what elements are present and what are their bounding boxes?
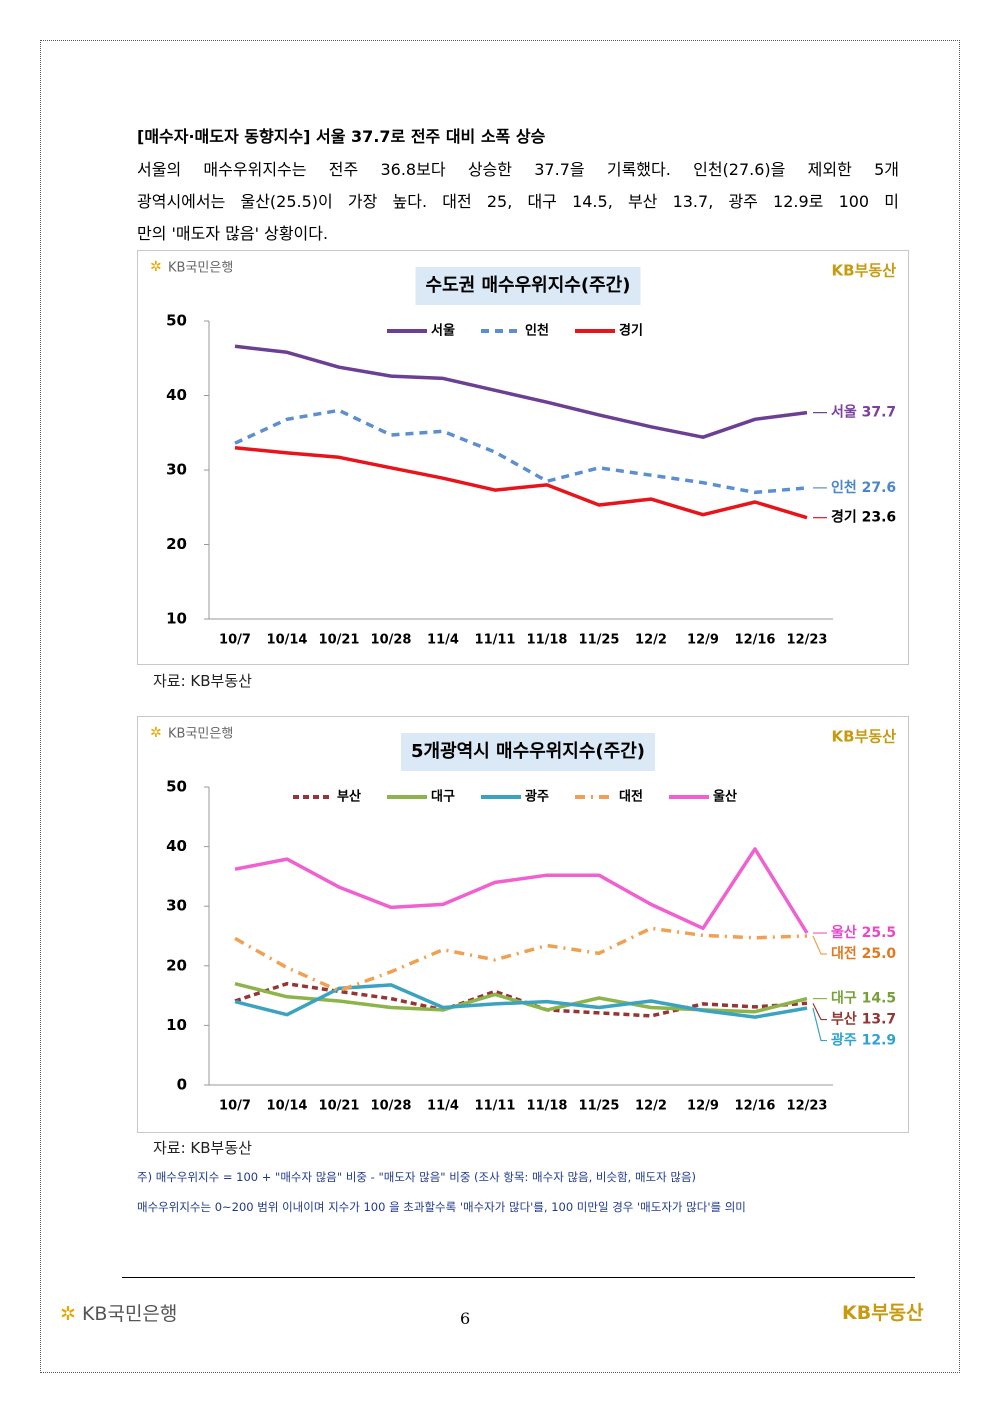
paragraph-line: 광역시에서는 울산(25.5)이 가장 높다. 대전 25, 대구 14.5, … — [137, 192, 899, 211]
chart-logo: KB부동산 — [832, 262, 897, 280]
footer-logo: ✲ KB국민은행 — [60, 1299, 177, 1326]
chart-title: 5개광역시 매수우위지수(주간) — [411, 741, 645, 762]
end-label: 경기 23.6 — [831, 509, 896, 526]
x-tick-label: 10/14 — [267, 1099, 308, 1114]
chart-title: 수도권 매수우위지수(주간) — [426, 275, 631, 296]
note: 주) 매수우위지수 = 100 + "매수자 많음" 비중 - "매도자 많음"… — [137, 1170, 697, 1184]
end-label: 광주 12.9 — [831, 1032, 896, 1049]
end-label: 부산 13.7 — [831, 1011, 896, 1028]
x-tick-label: 10/21 — [319, 633, 360, 648]
y-tick-label: 40 — [166, 386, 187, 404]
title-background — [415, 267, 641, 305]
footer-logo: KB부동산 — [842, 1302, 924, 1324]
legend-label: 서울 — [431, 323, 455, 339]
chart: ✲ KB국민은행 KB부동산 5개광역시 매수우위지수(주간) 0 10 20 30 40 50 1… — [137, 716, 909, 1133]
y-tick-label: 10 — [166, 610, 187, 628]
x-tick-label: 12/23 — [787, 633, 828, 648]
y-tick-label: 10 — [166, 1016, 187, 1034]
y-tick-label: 40 — [166, 837, 187, 855]
y-tick-label: 0 — [177, 1076, 187, 1094]
legend-label: 대전 — [619, 789, 643, 805]
source: 자료: KB부동산 — [153, 1139, 252, 1157]
x-tick-label: 12/16 — [735, 633, 776, 648]
label-connector — [812, 935, 827, 955]
x-tick-label: 11/25 — [579, 633, 620, 648]
x-tick-label: 12/2 — [635, 633, 667, 648]
heading: [매수자·매도자 동향지수] 서울 37.7로 전주 대비 소폭 상승 — [137, 127, 546, 146]
legend-label: 경기 — [619, 323, 643, 339]
page-frame — [40, 40, 960, 1373]
x-tick-label: 12/16 — [735, 1099, 776, 1114]
logo-mark: ✲ — [150, 259, 162, 275]
end-label: 대전 25.0 — [831, 945, 896, 962]
end-label: 울산 25.5 — [831, 924, 896, 941]
x-tick-label: 11/18 — [527, 1099, 568, 1114]
x-tick-label: 10/14 — [267, 633, 308, 648]
series-line — [234, 445, 808, 520]
series-line — [234, 344, 808, 439]
chart-logo: KB부동산 — [832, 728, 897, 746]
series-line — [234, 408, 808, 495]
x-tick-label: 10/28 — [371, 633, 412, 648]
y-tick-label: 20 — [166, 535, 187, 553]
y-tick-label: 50 — [166, 778, 187, 796]
legend-label: 울산 — [713, 789, 737, 805]
x-tick-label: 11/4 — [427, 633, 459, 648]
x-tick-label: 12/23 — [787, 1099, 828, 1114]
paragraph-line: 만의 '매도자 많음' 상황이다. — [137, 224, 329, 243]
y-tick-label: 30 — [166, 897, 187, 915]
label-connector — [812, 1003, 827, 1021]
page-number: 6 — [460, 1309, 471, 1328]
end-label: 서울 37.7 — [831, 404, 896, 421]
chart-logo: KB국민은행 — [168, 260, 233, 276]
x-tick-label: 12/9 — [687, 1099, 719, 1114]
legend-label: 부산 — [337, 789, 361, 805]
x-tick-label: 11/4 — [427, 1099, 459, 1114]
label-connector — [812, 1007, 827, 1042]
paragraph-line: 서울의 매수우위지수는 전주 36.8보다 상승한 37.7을 기록했다. 인천… — [137, 160, 899, 179]
title-background — [401, 733, 655, 771]
y-tick-label: 50 — [166, 312, 187, 330]
y-tick-label: 20 — [166, 956, 187, 974]
series-line — [234, 926, 808, 993]
x-tick-label: 11/18 — [527, 633, 568, 648]
logo-text: KB국민은행 — [81, 1303, 178, 1325]
x-tick-label: 10/21 — [319, 1099, 360, 1114]
legend-label: 인천 — [525, 323, 549, 339]
legend-label: 광주 — [525, 790, 549, 805]
source: 자료: KB부동산 — [153, 672, 252, 690]
footer-rule — [122, 1277, 915, 1278]
x-tick-label: 11/11 — [475, 1099, 516, 1114]
end-label: 대구 14.5 — [831, 991, 896, 1007]
series-line — [234, 847, 809, 934]
logo-mark: ✲ — [60, 1303, 76, 1325]
x-tick-label: 12/9 — [687, 633, 719, 648]
x-tick-label: 12/2 — [635, 1099, 667, 1114]
chart-logo: KB국민은행 — [168, 726, 233, 742]
legend-label: 대구 — [431, 790, 455, 805]
x-tick-label: 10/7 — [219, 633, 251, 648]
logo-mark: ✲ — [150, 725, 162, 741]
end-label: 인천 27.6 — [831, 479, 896, 496]
x-tick-label: 11/25 — [579, 1099, 620, 1114]
x-tick-label: 10/28 — [371, 1099, 412, 1114]
x-tick-label: 11/11 — [475, 633, 516, 648]
x-tick-label: 10/7 — [219, 1099, 251, 1114]
series-line — [234, 983, 808, 1019]
y-tick-label: 30 — [166, 461, 187, 479]
note: 매수우위지수는 0~200 범위 이내이며 지수가 100 을 초과할수록 '매… — [137, 1200, 746, 1214]
